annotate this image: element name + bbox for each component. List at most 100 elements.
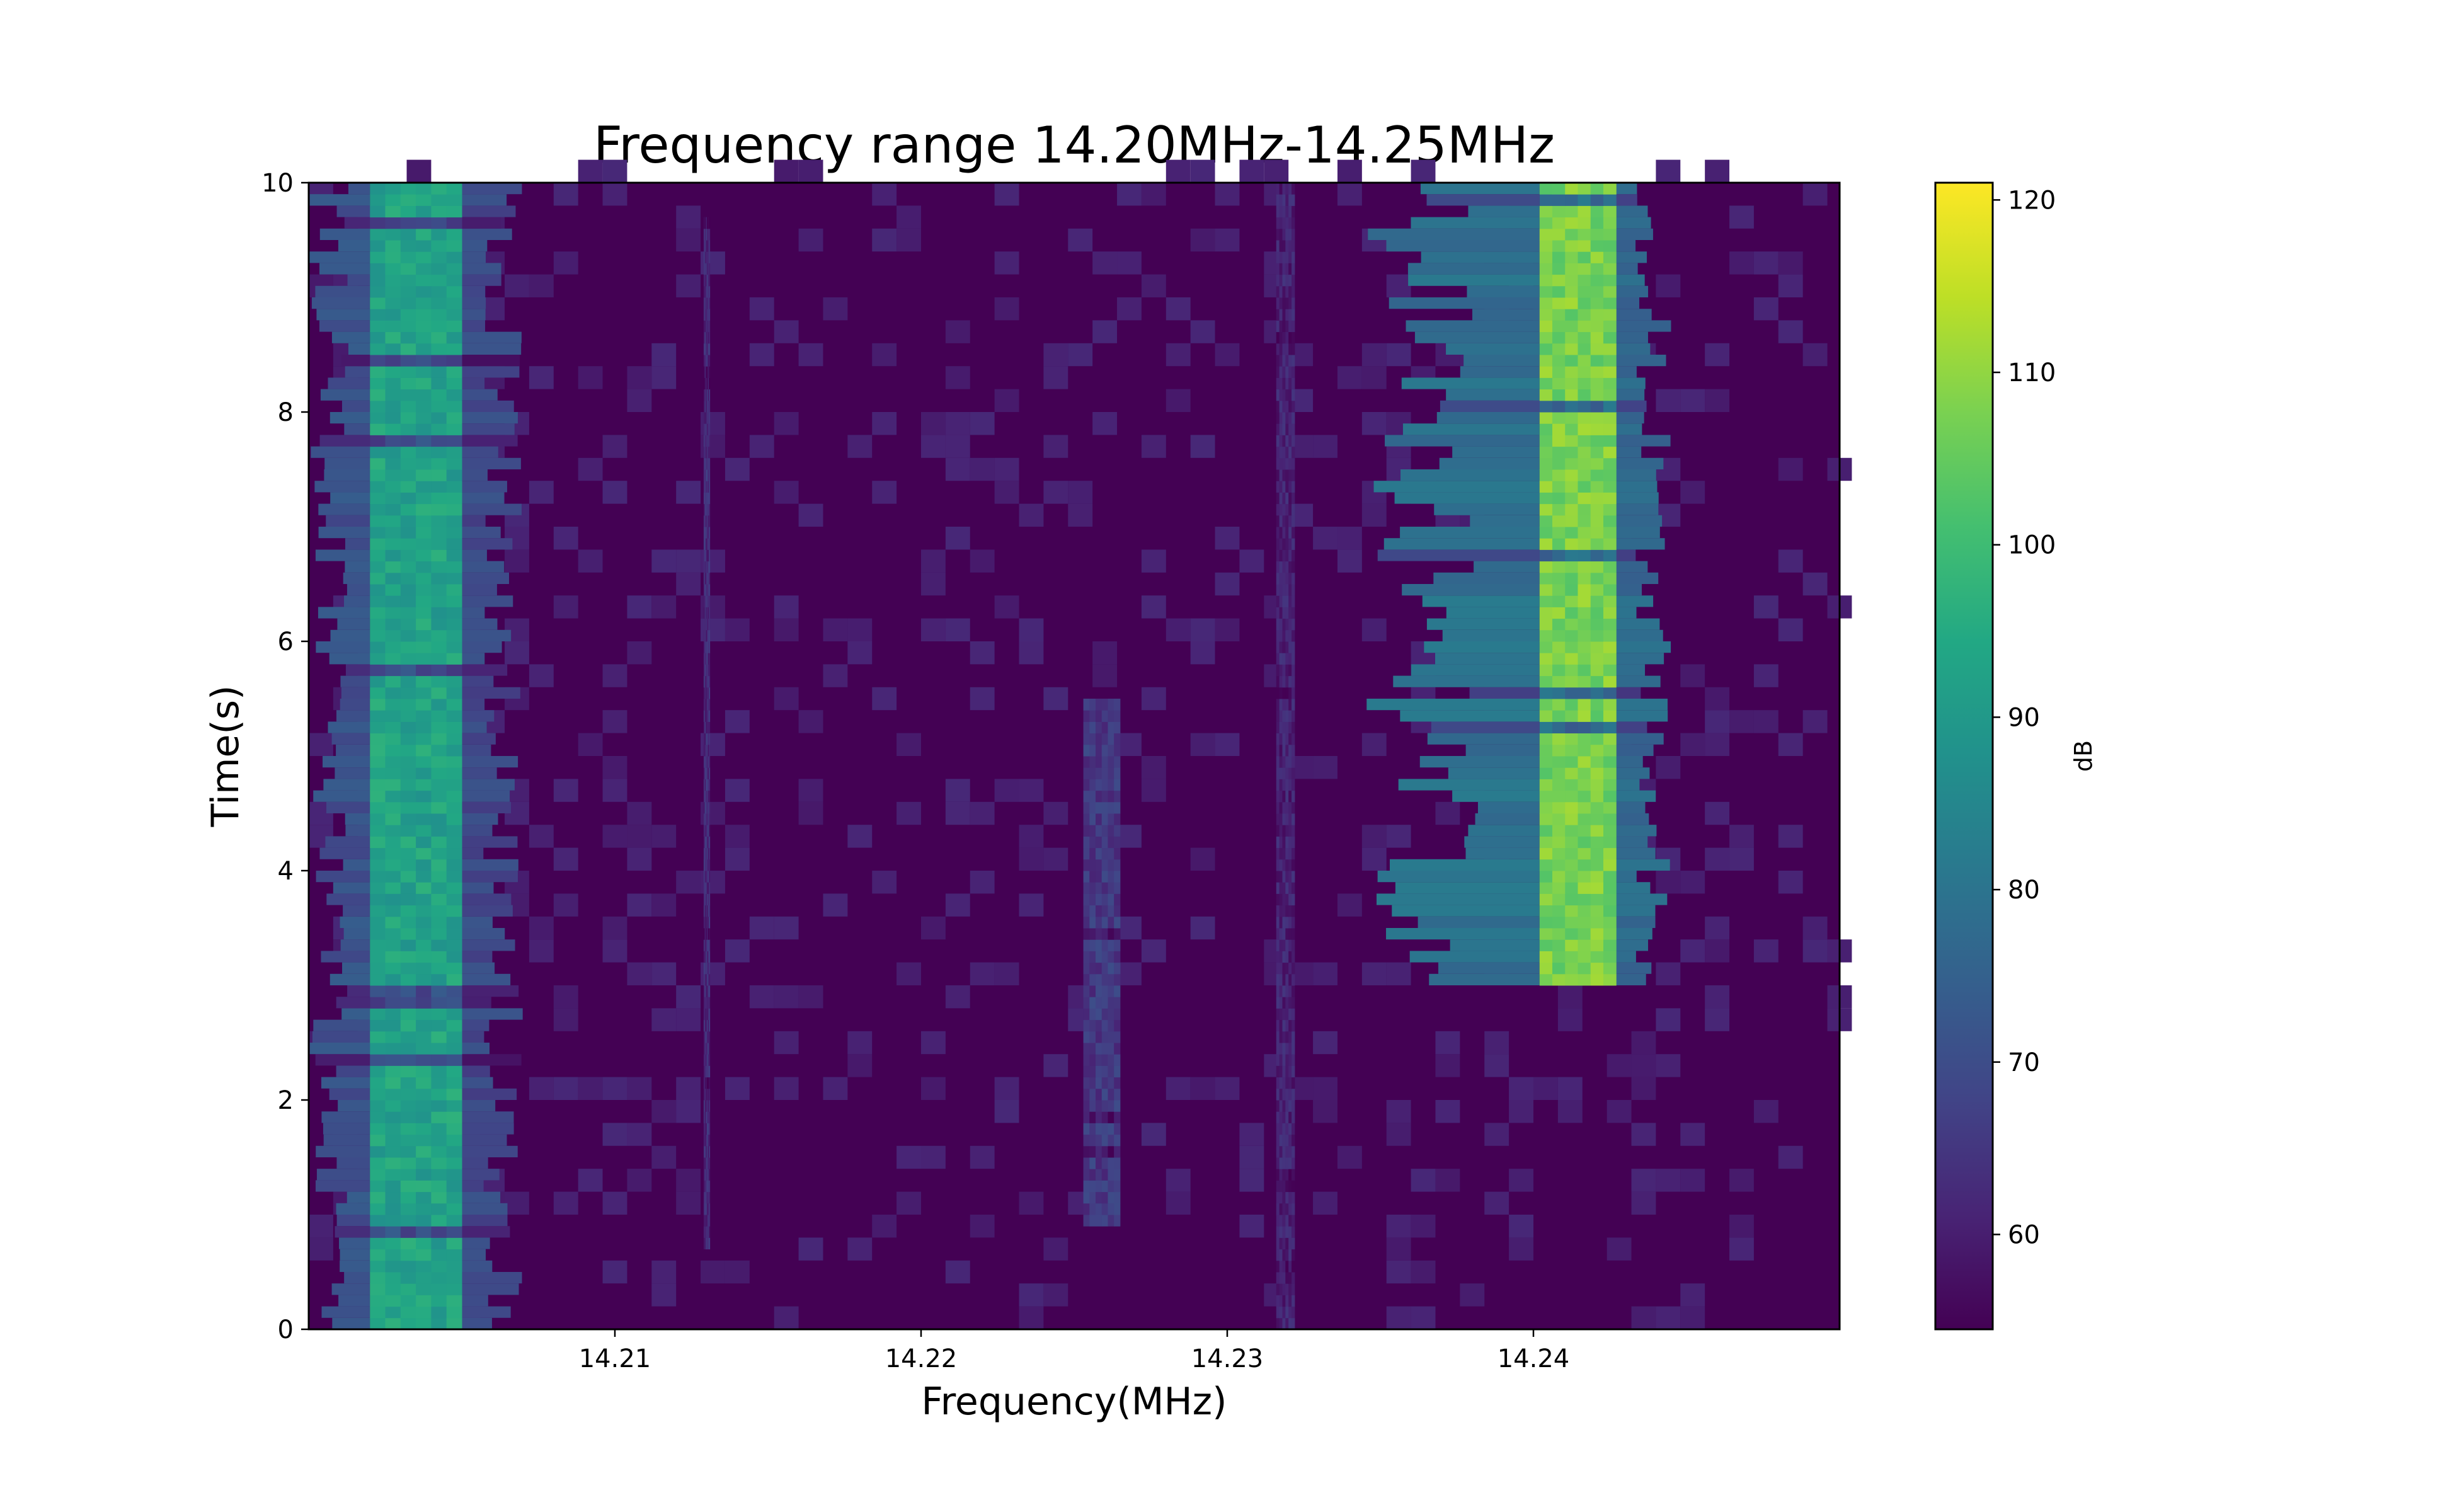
signal-cell	[709, 1123, 711, 1135]
signal-cell	[706, 446, 707, 459]
signal-cell	[370, 1008, 386, 1021]
signal-cell	[400, 1237, 416, 1250]
noise-cell	[1166, 343, 1191, 367]
signal-cell	[431, 228, 447, 241]
signal-cell	[707, 331, 709, 344]
signal-cell	[703, 779, 706, 791]
signal-cell	[1539, 859, 1553, 871]
signal-cell	[703, 457, 706, 470]
signal-cell	[1276, 801, 1280, 814]
noise-cell	[994, 183, 1019, 206]
noise-cell	[651, 549, 677, 573]
signal-cell	[706, 251, 707, 263]
signal-cell	[704, 400, 706, 413]
signal-cell	[1282, 1043, 1286, 1055]
signal-cell	[1292, 1019, 1295, 1032]
signal-cell	[706, 377, 708, 390]
signal-spread-cell	[1616, 756, 1643, 768]
signal-cell	[400, 481, 416, 493]
signal-cell	[1565, 412, 1578, 424]
signal-cell	[1590, 377, 1604, 390]
signal-cell	[1288, 1077, 1292, 1089]
signal-cell	[1578, 779, 1591, 791]
signal-cell	[446, 1145, 462, 1158]
signal-cell	[1539, 687, 1553, 699]
signal-cell	[1101, 1077, 1108, 1089]
signal-cell	[704, 629, 706, 642]
signal-cell	[1590, 285, 1604, 298]
noise-cell	[1043, 847, 1068, 871]
signal-cell	[1101, 1145, 1108, 1158]
noise-cell	[1215, 228, 1240, 252]
signal-cell	[706, 1191, 707, 1204]
signal-cell	[446, 1272, 462, 1284]
noise-cell	[724, 847, 750, 871]
signal-cell	[707, 744, 709, 757]
signal-cell	[1285, 1215, 1289, 1227]
signal-cell	[703, 1215, 706, 1227]
signal-cell	[1276, 481, 1280, 493]
signal-cell	[370, 423, 386, 435]
signal-cell	[431, 997, 447, 1009]
signal-spread-cell	[462, 217, 501, 229]
signal-cell	[1590, 561, 1604, 573]
signal-cell	[1108, 1043, 1114, 1055]
noise-cell	[994, 389, 1019, 412]
signal-cell	[416, 618, 432, 631]
signal-cell	[1276, 951, 1280, 963]
signal-cell	[400, 1111, 416, 1123]
signal-cell	[416, 836, 432, 849]
noise-cell	[994, 457, 1019, 481]
signal-cell	[1292, 721, 1295, 734]
signal-cell	[1101, 1191, 1108, 1204]
signal-cell	[370, 641, 386, 653]
noise-cell	[1092, 251, 1118, 275]
signal-cell	[703, 825, 706, 837]
signal-cell	[707, 653, 709, 665]
signal-cell	[385, 251, 401, 263]
signal-cell	[446, 1169, 462, 1181]
signal-cell	[1282, 905, 1286, 917]
signal-cell	[704, 251, 706, 263]
signal-cell	[1288, 285, 1292, 298]
signal-cell	[1282, 939, 1286, 951]
signal-cell	[400, 183, 416, 195]
signal-spread-cell	[462, 1043, 490, 1055]
signal-cell	[416, 343, 432, 355]
noise-cell	[1753, 251, 1778, 275]
signal-cell	[431, 825, 447, 837]
signal-cell	[385, 194, 401, 206]
signal-cell	[1279, 584, 1283, 596]
signal-cell	[1552, 377, 1566, 390]
signal-cell	[1565, 274, 1578, 287]
signal-cell	[1288, 744, 1292, 757]
signal-cell	[400, 1008, 416, 1021]
signal-cell	[370, 653, 386, 665]
signal-cell	[1590, 607, 1604, 619]
signal-cell	[706, 859, 708, 871]
noise-cell	[1117, 962, 1142, 985]
signal-cell	[1279, 435, 1283, 447]
noise-cell	[847, 1237, 873, 1261]
signal-spread-cell	[1616, 733, 1664, 745]
signal-cell	[1578, 217, 1591, 229]
signal-cell	[706, 962, 708, 975]
signal-cell	[1288, 1031, 1292, 1043]
signal-cell	[1552, 699, 1566, 711]
signal-cell	[370, 1077, 386, 1089]
signal-cell	[1578, 251, 1591, 263]
signal-spread-cell	[462, 503, 522, 515]
signal-cell	[1285, 1145, 1289, 1158]
signal-cell	[706, 297, 708, 309]
signal-cell	[1292, 595, 1295, 607]
signal-cell	[1292, 699, 1295, 711]
signal-cell	[1108, 1123, 1114, 1135]
signal-cell	[1552, 687, 1566, 699]
signal-cell	[703, 240, 706, 252]
signal-cell	[1552, 446, 1566, 459]
signal-cell	[1276, 928, 1280, 940]
signal-cell	[385, 629, 401, 642]
signal-cell	[704, 744, 706, 757]
signal-spread-cell	[1616, 492, 1659, 504]
signal-spread-cell	[341, 355, 370, 367]
